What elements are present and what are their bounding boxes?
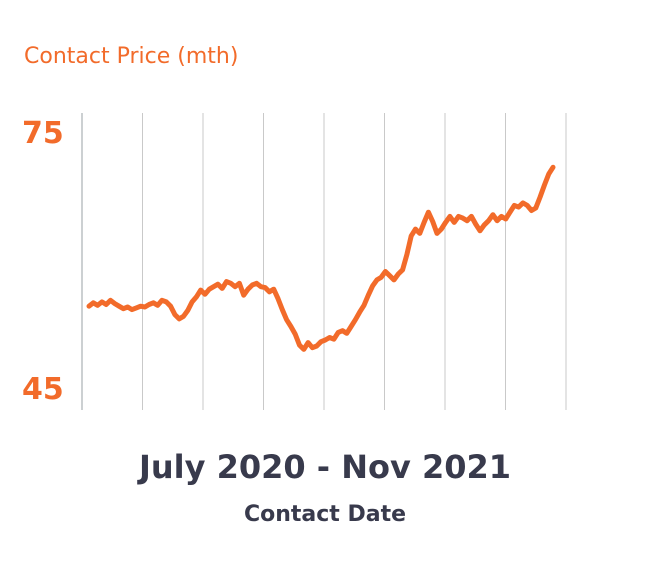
price-series-line [86,164,556,352]
y-tick-label-75: 75 [22,116,64,151]
y-tick-label-45: 45 [22,372,64,407]
grid-lines [81,113,567,410]
date-range-title: July 2020 - Nov 2021 [138,448,512,486]
y-axis-label: Contact Price (mth) [24,44,239,69]
x-axis-label: Contact Date [243,502,407,527]
